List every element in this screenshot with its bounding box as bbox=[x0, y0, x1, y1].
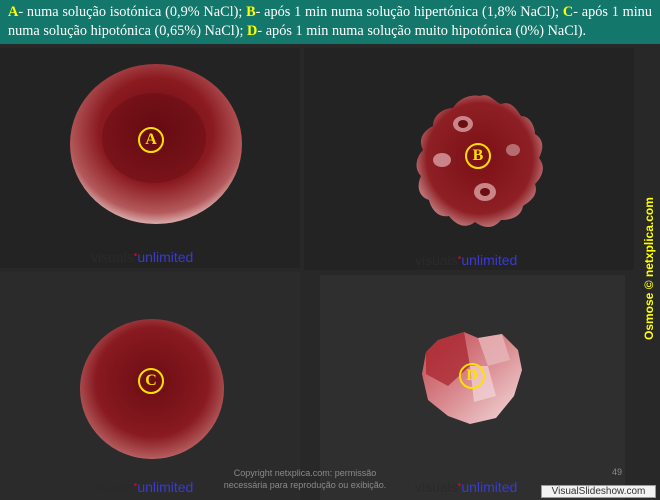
caption-text-b: - após 1 min numa solução hipertónica (1… bbox=[255, 4, 563, 20]
label-b: B bbox=[465, 143, 491, 169]
caption-letter-c: C bbox=[562, 4, 574, 20]
watermark-c-part2: unlimited bbox=[137, 479, 194, 495]
watermark-d-part1: visuals bbox=[415, 479, 458, 495]
watermark-a: visuals•unlimited bbox=[91, 249, 193, 265]
watermark-b-part2: unlimited bbox=[461, 252, 518, 268]
copyright-line-2: necessária para reprodução ou exibição. bbox=[223, 480, 387, 490]
watermark-c-dot: • bbox=[133, 480, 138, 491]
watermark-c: visuals•unlimited bbox=[91, 479, 193, 495]
watermark-a-part2: unlimited bbox=[137, 249, 194, 265]
caption-letter-b: B bbox=[246, 4, 256, 20]
watermark-d-dot: • bbox=[457, 480, 462, 491]
visualslideshow-link[interactable]: VisualSlideshow.com bbox=[541, 485, 656, 498]
watermark-d: visuals•unlimited bbox=[415, 479, 517, 495]
label-c: C bbox=[138, 368, 164, 394]
label-a: A bbox=[138, 127, 164, 153]
side-credit-text: Osmose © netxplica.com bbox=[642, 197, 656, 340]
copyright-notice: Copyright netxplica.com: permissão neces… bbox=[200, 467, 410, 491]
watermark-a-dot: • bbox=[133, 250, 138, 261]
watermark-a-part1: visuals bbox=[91, 249, 134, 265]
watermark-b-part1: visuals bbox=[415, 252, 458, 268]
caption-text-a: - numa solução isotónica (0,9% NaCl); bbox=[18, 4, 247, 20]
copyright-line-1: Copyright netxplica.com: permissão bbox=[233, 468, 377, 478]
caption-text-c: - após 1 minu numa solução hipotónica (0… bbox=[8, 4, 652, 39]
label-d: D bbox=[459, 363, 485, 389]
caption-letter-a: A bbox=[8, 4, 19, 20]
watermark-d-part2: unlimited bbox=[461, 479, 518, 495]
watermark-b-dot: • bbox=[457, 253, 462, 264]
caption: A- numa solução isotónica (0,9% NaCl); B… bbox=[0, 0, 660, 44]
watermark-c-part1: visuals bbox=[91, 479, 134, 495]
caption-text-d: - após 1 min numa solução muito hipotóni… bbox=[257, 23, 587, 39]
watermark-b: visuals•unlimited bbox=[415, 252, 517, 268]
caption-letter-d: D bbox=[247, 23, 258, 39]
page-number: 49 bbox=[612, 467, 623, 477]
